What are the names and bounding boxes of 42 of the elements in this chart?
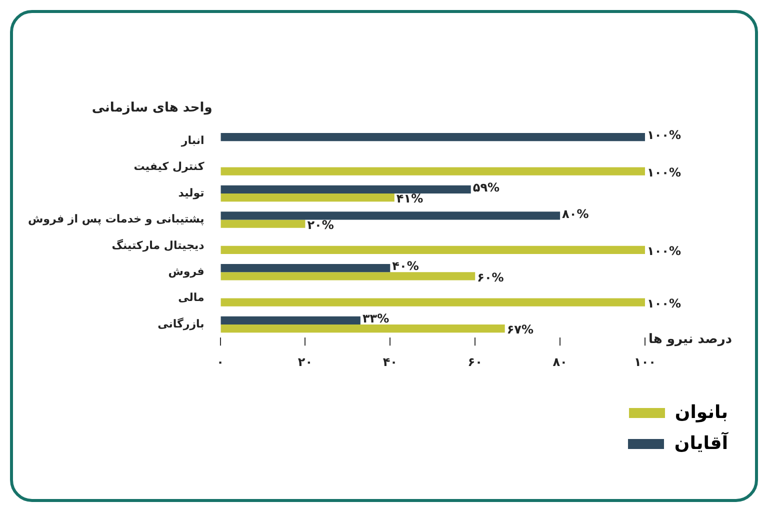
x-axis-title: درصد نیرو ها	[648, 332, 732, 347]
legend-label: بانوان	[674, 402, 728, 423]
bar	[220, 220, 306, 228]
data-label: ۸۰%	[562, 206, 589, 221]
data-label: ۱۰۰%	[647, 165, 681, 180]
y-tick-label: انبار	[180, 134, 204, 147]
bar	[220, 324, 505, 333]
bar	[220, 167, 645, 176]
y-tick-label: تولید	[178, 186, 204, 200]
y-tick-label: مالی	[178, 291, 204, 304]
y-tick-label: بازرگانی	[158, 317, 204, 330]
bar	[220, 212, 560, 220]
x-tick-label: ۰	[216, 354, 224, 369]
y-tick-label: دیجیتال مارکتینگ	[112, 238, 205, 252]
data-label: ۴۰%	[392, 259, 419, 274]
y-tick-label: کنترل کیفیت	[134, 160, 205, 174]
x-tick-label: ۴۰	[382, 354, 398, 369]
data-label: ۵۹%	[472, 180, 500, 195]
bar	[220, 185, 471, 194]
y-axis-title: واحد های سازمانی	[92, 100, 212, 116]
data-label: ۶۰%	[477, 270, 504, 284]
data-label: ۱۰۰%	[647, 244, 681, 258]
y-tick-label: فروش	[168, 264, 204, 278]
bar	[220, 298, 645, 306]
bar	[220, 264, 390, 272]
x-tick-label: ۱۰۰	[634, 354, 656, 369]
bar	[220, 272, 476, 280]
data-label: ۱۰۰%	[647, 128, 681, 142]
legend-label: آقایان	[674, 433, 728, 454]
data-label: ۴۱%	[396, 192, 424, 206]
data-label: ۶۷%	[506, 322, 534, 337]
y-tick-label: پشتیبانی و خدمات پس از فروش	[28, 212, 204, 226]
data-label: ۳۳%	[362, 312, 390, 326]
bar	[220, 246, 645, 254]
x-tick-label: ۲۰	[298, 354, 313, 369]
x-tick-label: ۸۰	[552, 354, 568, 369]
bar	[220, 316, 360, 324]
data-label: ۲۰%	[307, 218, 334, 232]
bar	[220, 194, 394, 202]
bar	[220, 132, 645, 142]
data-label: ۱۰۰%	[647, 296, 681, 310]
x-tick-label: ۶۰	[468, 354, 482, 369]
